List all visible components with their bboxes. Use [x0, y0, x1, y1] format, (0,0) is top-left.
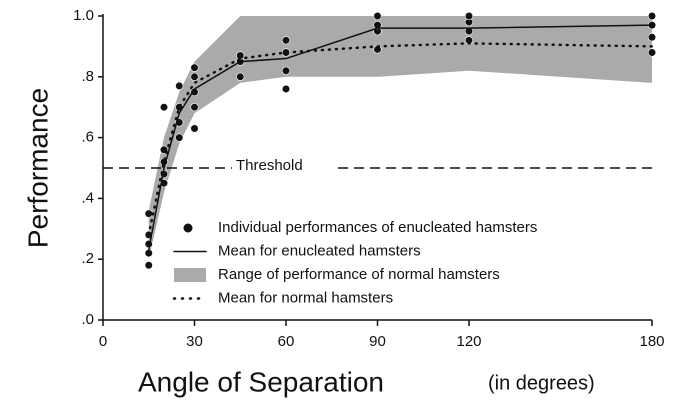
- data-point: [647, 33, 657, 42]
- data-point: [175, 81, 184, 91]
- x-tick-label: 180: [639, 333, 664, 350]
- data-point: [464, 11, 474, 21]
- x-tick-label: 0: [99, 333, 107, 350]
- mean-line: [148, 24, 653, 251]
- x-tick-label: 120: [456, 333, 481, 350]
- y-tick-label: .2: [81, 250, 94, 267]
- y-tick-label: .4: [81, 189, 94, 206]
- data-point: [190, 124, 199, 133]
- y-axis-label: Performance: [22, 88, 53, 248]
- legend-marker: [183, 223, 193, 233]
- y-tick-label: .8: [81, 68, 94, 85]
- x-tick-label: 30: [186, 333, 203, 350]
- data-point: [190, 63, 199, 72]
- data-point: [159, 103, 169, 112]
- data-point: [373, 11, 382, 21]
- legend-label: Range of performance of normal hamsters: [218, 266, 500, 283]
- x-tick-label: 60: [278, 333, 295, 350]
- data-point: [464, 27, 474, 36]
- mean-line: [147, 42, 654, 237]
- y-tick-label: .0: [81, 311, 94, 328]
- threshold-label: Threshold: [236, 157, 303, 174]
- data-point: [647, 48, 657, 57]
- data-point: [190, 72, 199, 81]
- legend-label: Mean for normal hamsters: [218, 289, 393, 306]
- x-axis-label: Angle of Separation: [138, 366, 384, 397]
- x-tick-label: 90: [369, 333, 386, 350]
- data-point: [190, 103, 199, 112]
- data-point: [281, 66, 291, 75]
- data-point: [281, 84, 291, 94]
- legend-marker: [174, 268, 206, 282]
- data-point: [144, 209, 153, 218]
- range-area: [148, 16, 652, 260]
- data-point: [647, 11, 657, 21]
- y-tick-label: 1.0: [73, 7, 94, 24]
- legend-label: Mean for enucleated hamsters: [218, 242, 421, 259]
- y-tick-label: .6: [81, 129, 94, 146]
- legend-label: Individual performances of enucleated ha…: [218, 219, 537, 236]
- x-axis-note: (in degrees): [488, 372, 595, 394]
- data-point: [236, 72, 245, 81]
- data-point: [175, 133, 184, 142]
- data-point: [281, 36, 291, 45]
- data-point: [144, 261, 153, 270]
